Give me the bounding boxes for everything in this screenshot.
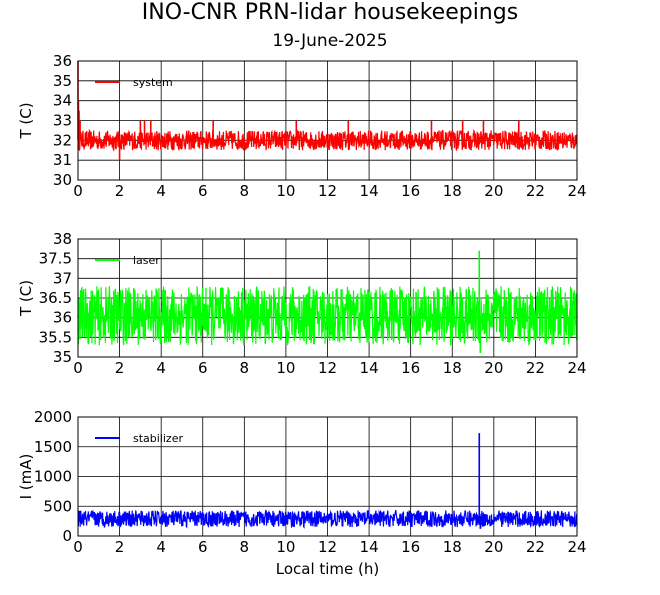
y-tick-label: 38 <box>53 230 72 248</box>
x-tick-label: 24 <box>567 182 586 200</box>
x-tick-label: 0 <box>73 182 83 200</box>
y-tick-label: 36 <box>53 309 72 327</box>
x-tick-label: 12 <box>318 538 337 556</box>
y-tick-label: 0 <box>62 527 72 545</box>
y-tick-label: 36.5 <box>39 289 72 307</box>
y-tick-label: 500 <box>43 497 72 515</box>
plot-frame <box>77 238 578 358</box>
x-tick-label: 20 <box>484 359 503 377</box>
x-tick-label: 14 <box>360 538 379 556</box>
x-tick-label: 8 <box>240 538 250 556</box>
x-tick-label: 12 <box>318 359 337 377</box>
series-line-stabilizer <box>77 509 578 529</box>
plot-frame <box>77 416 578 537</box>
y-tick-label: 34 <box>53 92 72 110</box>
x-tick-label: 24 <box>567 538 586 556</box>
y-tick-label: 1000 <box>34 468 72 486</box>
y-tick-label: 32 <box>53 131 72 149</box>
y-tick-label: 35 <box>53 348 72 366</box>
y-tick-label: 36 <box>53 52 72 70</box>
x-tick-label: 18 <box>443 538 462 556</box>
x-tick-label: 14 <box>360 359 379 377</box>
chart-title: INO-CNR PRN-lidar housekeepings <box>141 0 519 25</box>
x-tick-label: 4 <box>156 359 166 377</box>
x-tick-label: 10 <box>276 182 295 200</box>
y-axis-label: T (C) <box>17 280 35 317</box>
chart-subtitle: 19-June-2025 <box>272 31 388 51</box>
legend-label-laser: laser <box>133 254 160 267</box>
y-tick-label: 35.5 <box>39 328 72 346</box>
x-tick-label: 8 <box>240 359 250 377</box>
x-tick-label: 14 <box>360 182 379 200</box>
y-tick-label: 37.5 <box>39 250 72 268</box>
plot-frame <box>77 60 578 181</box>
x-tick-label: 20 <box>484 538 503 556</box>
x-tick-label: 2 <box>115 538 125 556</box>
y-tick-label: 30 <box>53 171 72 189</box>
y-tick-label: 37 <box>53 269 72 287</box>
y-tick-label: 2000 <box>34 408 72 426</box>
x-tick-label: 2 <box>115 359 125 377</box>
x-tick-label: 20 <box>484 182 503 200</box>
x-tick-label: 0 <box>73 359 83 377</box>
series-line-laser <box>77 286 578 347</box>
legend-label-system: system <box>133 76 173 89</box>
y-tick-label: 31 <box>53 151 72 169</box>
x-axis-label: Local time (h) <box>276 560 380 578</box>
x-tick-label: 22 <box>526 538 545 556</box>
x-tick-label: 8 <box>240 182 250 200</box>
x-tick-label: 10 <box>276 538 295 556</box>
series-line-system <box>77 128 578 152</box>
x-tick-label: 16 <box>401 359 420 377</box>
x-tick-label: 2 <box>115 182 125 200</box>
x-tick-label: 22 <box>526 359 545 377</box>
x-tick-label: 0 <box>73 538 83 556</box>
x-tick-label: 4 <box>156 538 166 556</box>
x-tick-label: 24 <box>567 359 586 377</box>
legend-label-stabilizer: stabilizer <box>133 432 183 445</box>
y-axis-label: I (mA) <box>17 454 35 500</box>
y-tick-label: 33 <box>53 112 72 130</box>
x-tick-label: 6 <box>198 359 208 377</box>
y-tick-label: 35 <box>53 72 72 90</box>
x-tick-label: 12 <box>318 182 337 200</box>
y-axis-label: T (C) <box>17 102 35 139</box>
x-tick-label: 6 <box>198 182 208 200</box>
x-tick-label: 22 <box>526 182 545 200</box>
x-tick-label: 6 <box>198 538 208 556</box>
y-tick-label: 1500 <box>34 438 72 456</box>
x-tick-label: 16 <box>401 182 420 200</box>
x-tick-label: 10 <box>276 359 295 377</box>
x-tick-label: 16 <box>401 538 420 556</box>
x-tick-label: 4 <box>156 182 166 200</box>
x-tick-label: 18 <box>443 359 462 377</box>
x-tick-label: 18 <box>443 182 462 200</box>
